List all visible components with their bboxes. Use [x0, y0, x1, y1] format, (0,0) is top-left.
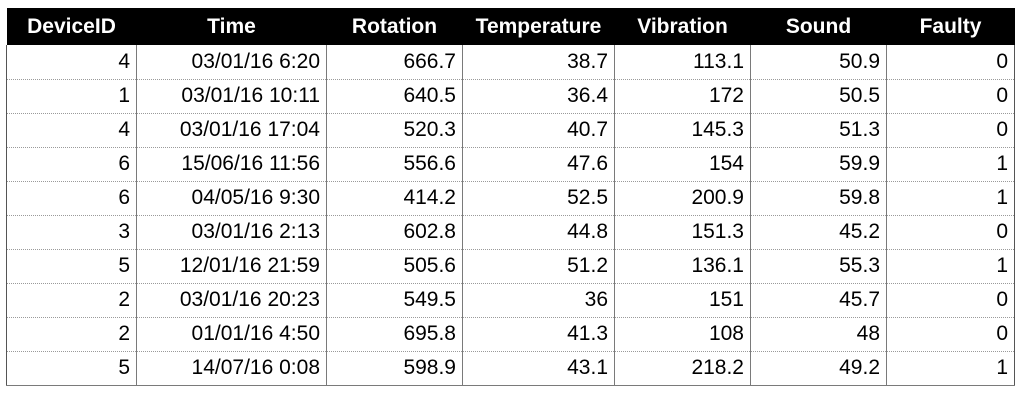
table-row: 2 03/01/16 20:23 549.5 36 151 45.7 0: [6, 283, 1015, 318]
cell-vibration: 200.9: [614, 181, 751, 216]
cell-rotation: 556.6: [326, 147, 463, 182]
cell-device-id: 1: [6, 79, 137, 114]
cell-time: 04/05/16 9:30: [136, 181, 327, 216]
cell-time: 01/01/16 4:50: [136, 317, 327, 352]
cell-faulty: 0: [886, 283, 1015, 318]
cell-sound: 50.9: [750, 45, 887, 80]
cell-time: 12/01/16 21:59: [136, 249, 327, 284]
cell-vibration: 136.1: [614, 249, 751, 284]
header-temperature: Temperature: [462, 8, 615, 45]
cell-vibration: 172: [614, 79, 751, 114]
cell-time: 03/01/16 6:20: [136, 45, 327, 80]
table-row: 6 04/05/16 9:30 414.2 52.5 200.9 59.8 1: [6, 181, 1015, 216]
cell-temperature: 41.3: [462, 317, 615, 352]
cell-device-id: 2: [6, 283, 137, 318]
cell-rotation: 695.8: [326, 317, 463, 352]
data-table-container: DeviceID Time Rotation Temperature Vibra…: [6, 8, 1015, 386]
table-row: 1 03/01/16 10:11 640.5 36.4 172 50.5 0: [6, 79, 1015, 114]
cell-sound: 55.3: [750, 249, 887, 284]
table-row: 5 14/07/16 0:08 598.9 43.1 218.2 49.2 1: [6, 351, 1015, 386]
cell-faulty: 1: [886, 249, 1015, 284]
cell-sound: 59.9: [750, 147, 887, 182]
header-row: DeviceID Time Rotation Temperature Vibra…: [6, 8, 1015, 45]
cell-rotation: 640.5: [326, 79, 463, 114]
header-device-id: DeviceID: [6, 8, 137, 45]
cell-device-id: 3: [6, 215, 137, 250]
cell-rotation: 666.7: [326, 45, 463, 80]
cell-device-id: 4: [6, 45, 137, 80]
table-row: 4 03/01/16 6:20 666.7 38.7 113.1 50.9 0: [6, 45, 1015, 80]
cell-time: 03/01/16 2:13: [136, 215, 327, 250]
table-row: 4 03/01/16 17:04 520.3 40.7 145.3 51.3 0: [6, 113, 1015, 148]
cell-vibration: 145.3: [614, 113, 751, 148]
table-body: 4 03/01/16 6:20 666.7 38.7 113.1 50.9 0 1 03/01/…: [6, 45, 1015, 386]
cell-vibration: 108: [614, 317, 751, 352]
cell-rotation: 505.6: [326, 249, 463, 284]
cell-vibration: 113.1: [614, 45, 751, 80]
cell-rotation: 598.9: [326, 351, 463, 386]
cell-faulty: 0: [886, 45, 1015, 80]
cell-sound: 48: [750, 317, 887, 352]
header-sound: Sound: [750, 8, 887, 45]
header-faulty: Faulty: [886, 8, 1015, 45]
cell-sound: 49.2: [750, 351, 887, 386]
cell-device-id: 4: [6, 113, 137, 148]
cell-device-id: 5: [6, 249, 137, 284]
cell-time: 03/01/16 10:11: [136, 79, 327, 114]
cell-time: 14/07/16 0:08: [136, 351, 327, 386]
cell-rotation: 520.3: [326, 113, 463, 148]
cell-temperature: 43.1: [462, 351, 615, 386]
cell-vibration: 154: [614, 147, 751, 182]
cell-faulty: 0: [886, 215, 1015, 250]
table-row: 5 12/01/16 21:59 505.6 51.2 136.1 55.3 1: [6, 249, 1015, 284]
cell-temperature: 36.4: [462, 79, 615, 114]
cell-device-id: 5: [6, 351, 137, 386]
cell-sound: 45.7: [750, 283, 887, 318]
table-row: 3 03/01/16 2:13 602.8 44.8 151.3 45.2 0: [6, 215, 1015, 250]
cell-faulty: 0: [886, 113, 1015, 148]
cell-temperature: 44.8: [462, 215, 615, 250]
cell-device-id: 6: [6, 181, 137, 216]
header-time: Time: [136, 8, 327, 45]
cell-temperature: 51.2: [462, 249, 615, 284]
cell-faulty: 0: [886, 79, 1015, 114]
cell-faulty: 0: [886, 317, 1015, 352]
cell-sound: 51.3: [750, 113, 887, 148]
cell-vibration: 218.2: [614, 351, 751, 386]
cell-faulty: 1: [886, 351, 1015, 386]
cell-sound: 45.2: [750, 215, 887, 250]
cell-rotation: 549.5: [326, 283, 463, 318]
cell-sound: 59.8: [750, 181, 887, 216]
cell-device-id: 2: [6, 317, 137, 352]
cell-vibration: 151: [614, 283, 751, 318]
cell-faulty: 1: [886, 181, 1015, 216]
table-row: 2 01/01/16 4:50 695.8 41.3 108 48 0: [6, 317, 1015, 352]
cell-temperature: 52.5: [462, 181, 615, 216]
device-data-table: DeviceID Time Rotation Temperature Vibra…: [6, 8, 1015, 386]
cell-device-id: 6: [6, 147, 137, 182]
cell-temperature: 38.7: [462, 45, 615, 80]
cell-vibration: 151.3: [614, 215, 751, 250]
cell-temperature: 36: [462, 283, 615, 318]
cell-time: 15/06/16 11:56: [136, 147, 327, 182]
cell-time: 03/01/16 20:23: [136, 283, 327, 318]
cell-temperature: 47.6: [462, 147, 615, 182]
cell-rotation: 414.2: [326, 181, 463, 216]
header-vibration: Vibration: [614, 8, 751, 45]
cell-faulty: 1: [886, 147, 1015, 182]
table-header: DeviceID Time Rotation Temperature Vibra…: [6, 8, 1015, 45]
cell-time: 03/01/16 17:04: [136, 113, 327, 148]
table-row: 6 15/06/16 11:56 556.6 47.6 154 59.9 1: [6, 147, 1015, 182]
header-rotation: Rotation: [326, 8, 463, 45]
cell-temperature: 40.7: [462, 113, 615, 148]
cell-sound: 50.5: [750, 79, 887, 114]
cell-rotation: 602.8: [326, 215, 463, 250]
